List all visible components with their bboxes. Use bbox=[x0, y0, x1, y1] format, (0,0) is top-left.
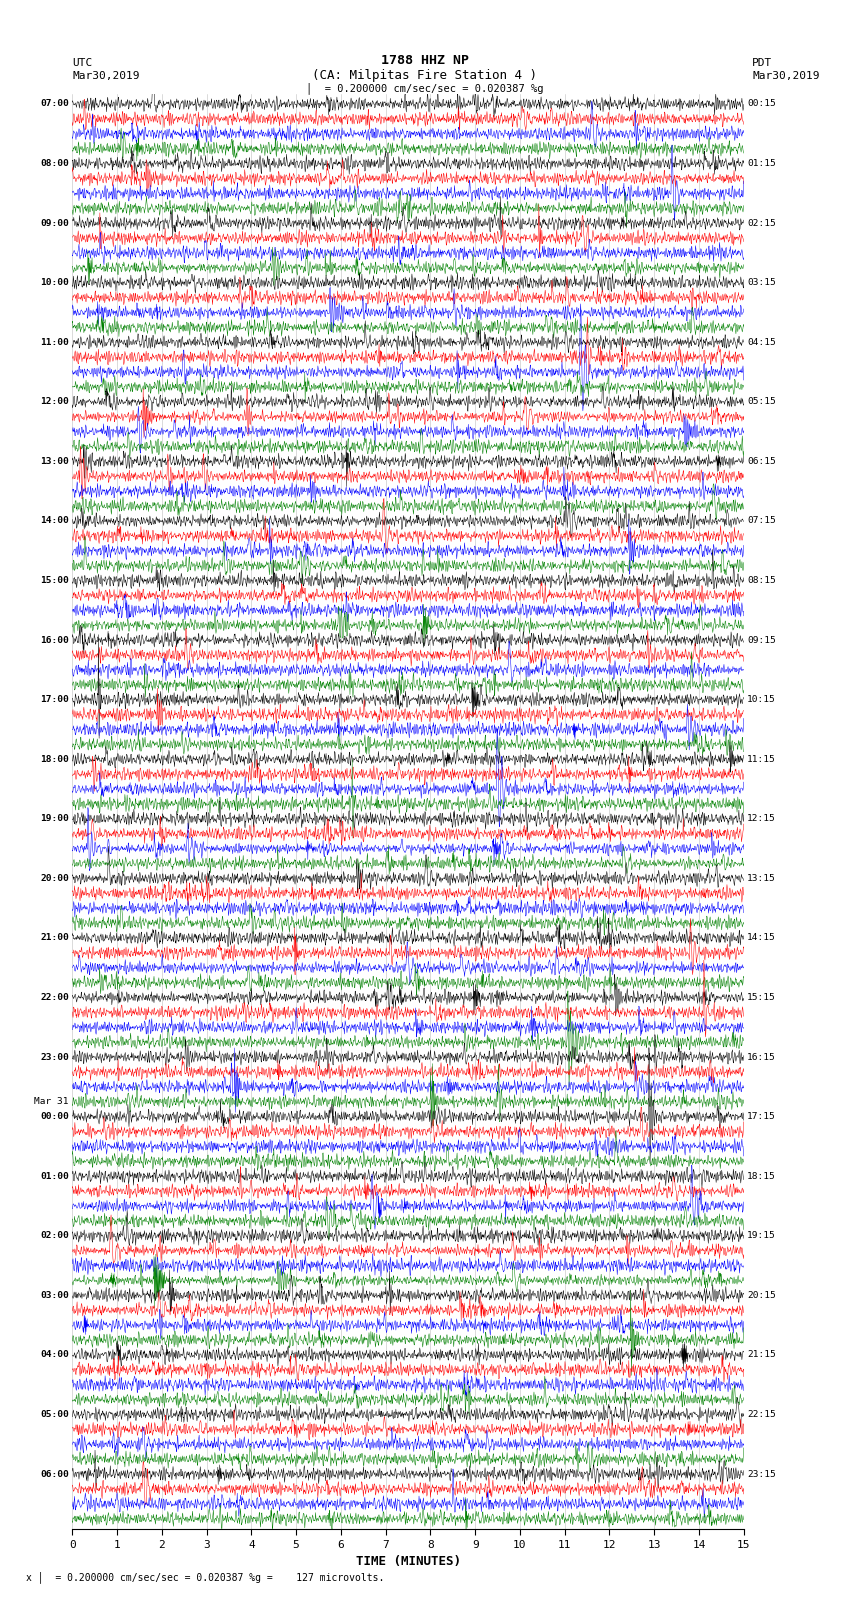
Text: 06:00: 06:00 bbox=[40, 1469, 69, 1479]
Text: 01:00: 01:00 bbox=[40, 1171, 69, 1181]
Text: 05:15: 05:15 bbox=[747, 397, 776, 406]
Text: 21:00: 21:00 bbox=[40, 934, 69, 942]
Text: (CA: Milpitas Fire Station 4 ): (CA: Milpitas Fire Station 4 ) bbox=[313, 69, 537, 82]
Text: 19:15: 19:15 bbox=[747, 1231, 776, 1240]
Text: 13:15: 13:15 bbox=[747, 874, 776, 882]
Text: 01:15: 01:15 bbox=[747, 160, 776, 168]
Text: 13:00: 13:00 bbox=[40, 456, 69, 466]
Text: 09:15: 09:15 bbox=[747, 636, 776, 645]
Text: 19:00: 19:00 bbox=[40, 815, 69, 823]
Text: 15:15: 15:15 bbox=[747, 994, 776, 1002]
Text: 04:15: 04:15 bbox=[747, 337, 776, 347]
X-axis label: TIME (MINUTES): TIME (MINUTES) bbox=[355, 1555, 461, 1568]
Text: 22:15: 22:15 bbox=[747, 1410, 776, 1419]
Text: 12:00: 12:00 bbox=[40, 397, 69, 406]
Text: 16:00: 16:00 bbox=[40, 636, 69, 645]
Text: 07:00: 07:00 bbox=[40, 100, 69, 108]
Text: 07:15: 07:15 bbox=[747, 516, 776, 526]
Text: Mar 31: Mar 31 bbox=[34, 1097, 69, 1107]
Text: 09:00: 09:00 bbox=[40, 219, 69, 227]
Text: 11:15: 11:15 bbox=[747, 755, 776, 763]
Text: x │  = 0.200000 cm/sec/sec = 0.020387 %g =    127 microvolts.: x │ = 0.200000 cm/sec/sec = 0.020387 %g … bbox=[26, 1571, 384, 1582]
Text: 00:15: 00:15 bbox=[747, 100, 776, 108]
Text: PDT: PDT bbox=[752, 58, 773, 68]
Text: 22:00: 22:00 bbox=[40, 994, 69, 1002]
Text: 17:15: 17:15 bbox=[747, 1111, 776, 1121]
Text: 10:15: 10:15 bbox=[747, 695, 776, 705]
Text: 06:15: 06:15 bbox=[747, 456, 776, 466]
Text: 23:00: 23:00 bbox=[40, 1053, 69, 1061]
Text: 12:15: 12:15 bbox=[747, 815, 776, 823]
Text: 03:00: 03:00 bbox=[40, 1290, 69, 1300]
Text: 18:15: 18:15 bbox=[747, 1171, 776, 1181]
Text: 23:15: 23:15 bbox=[747, 1469, 776, 1479]
Text: │  = 0.200000 cm/sec/sec = 0.020387 %g: │ = 0.200000 cm/sec/sec = 0.020387 %g bbox=[306, 82, 544, 94]
Text: 17:00: 17:00 bbox=[40, 695, 69, 705]
Text: 18:00: 18:00 bbox=[40, 755, 69, 763]
Text: 1788 HHZ NP: 1788 HHZ NP bbox=[381, 53, 469, 68]
Text: 04:00: 04:00 bbox=[40, 1350, 69, 1360]
Text: 00:00: 00:00 bbox=[40, 1111, 69, 1121]
Text: 21:15: 21:15 bbox=[747, 1350, 776, 1360]
Text: 08:15: 08:15 bbox=[747, 576, 776, 586]
Text: 11:00: 11:00 bbox=[40, 337, 69, 347]
Text: 03:15: 03:15 bbox=[747, 277, 776, 287]
Text: 02:15: 02:15 bbox=[747, 219, 776, 227]
Text: Mar30,2019: Mar30,2019 bbox=[752, 71, 819, 81]
Text: 02:00: 02:00 bbox=[40, 1231, 69, 1240]
Text: 14:00: 14:00 bbox=[40, 516, 69, 526]
Text: 05:00: 05:00 bbox=[40, 1410, 69, 1419]
Text: Mar30,2019: Mar30,2019 bbox=[72, 71, 139, 81]
Text: UTC: UTC bbox=[72, 58, 93, 68]
Text: 14:15: 14:15 bbox=[747, 934, 776, 942]
Text: 20:15: 20:15 bbox=[747, 1290, 776, 1300]
Text: 15:00: 15:00 bbox=[40, 576, 69, 586]
Text: 16:15: 16:15 bbox=[747, 1053, 776, 1061]
Text: 08:00: 08:00 bbox=[40, 160, 69, 168]
Text: 20:00: 20:00 bbox=[40, 874, 69, 882]
Text: 10:00: 10:00 bbox=[40, 277, 69, 287]
